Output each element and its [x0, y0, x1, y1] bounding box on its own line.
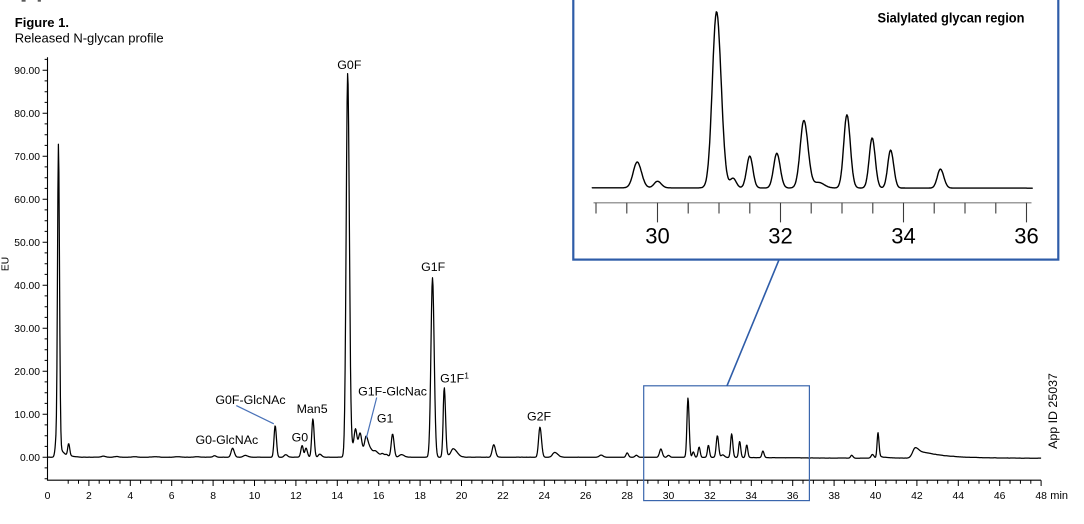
svg-text:0.00: 0.00: [20, 453, 40, 464]
svg-text:30: 30: [663, 491, 675, 502]
svg-text:EU: EU: [1, 257, 12, 271]
svg-text:18: 18: [414, 491, 426, 502]
svg-text:10: 10: [249, 491, 261, 502]
svg-text:App ID 25037: App ID 25037: [1046, 373, 1060, 449]
svg-text:G0F: G0F: [337, 58, 362, 72]
svg-text:34: 34: [746, 491, 758, 502]
svg-text:30.00: 30.00: [14, 324, 40, 335]
svg-text:46: 46: [994, 491, 1006, 502]
svg-text:44: 44: [953, 491, 965, 502]
svg-text:38: 38: [828, 491, 840, 502]
svg-text:20: 20: [456, 491, 468, 502]
svg-text:22: 22: [497, 491, 509, 502]
svg-text:32: 32: [704, 491, 716, 502]
svg-text:Figure 1.: Figure 1.: [15, 15, 69, 30]
svg-text:G0-GlcNAc: G0-GlcNAc: [196, 433, 259, 447]
svg-text:26: 26: [580, 491, 592, 502]
svg-text:Man5: Man5: [297, 402, 328, 416]
svg-text:50.00: 50.00: [14, 238, 40, 249]
svg-text:12: 12: [290, 491, 302, 502]
svg-text:Released N-glycan profile: Released N-glycan profile: [15, 30, 164, 45]
svg-text:30: 30: [645, 223, 669, 248]
svg-text:70.00: 70.00: [14, 152, 40, 163]
svg-text:32: 32: [768, 223, 792, 248]
svg-text:36: 36: [787, 491, 799, 502]
svg-text:90.00: 90.00: [14, 66, 40, 77]
svg-text:2: 2: [86, 491, 92, 502]
svg-text:min: min: [1050, 490, 1068, 502]
svg-text:40.00: 40.00: [14, 281, 40, 292]
svg-text:24: 24: [539, 491, 551, 502]
svg-text:G1F1: G1F1: [440, 370, 469, 385]
svg-text:10.00: 10.00: [14, 410, 40, 421]
svg-text:42: 42: [911, 491, 923, 502]
svg-text:8: 8: [210, 491, 216, 502]
svg-text:40: 40: [870, 491, 882, 502]
svg-text:G0: G0: [292, 430, 309, 444]
svg-text:60.00: 60.00: [14, 195, 40, 206]
svg-text:28: 28: [621, 491, 633, 502]
svg-text:6: 6: [169, 491, 175, 502]
svg-text:Sialylated glycan region: Sialylated glycan region: [878, 9, 1025, 25]
svg-text:G0F-GlcNAc: G0F-GlcNAc: [215, 393, 285, 407]
svg-text:G2F: G2F: [527, 409, 552, 423]
svg-text:0: 0: [45, 491, 51, 502]
svg-text:16: 16: [373, 491, 385, 502]
svg-text:36: 36: [1014, 223, 1038, 248]
svg-text:G1: G1: [377, 412, 394, 426]
svg-text:48: 48: [1035, 491, 1047, 502]
svg-text:G1F-GlcNac: G1F-GlcNac: [358, 385, 427, 399]
svg-text:14: 14: [332, 491, 344, 502]
svg-text:34: 34: [891, 223, 915, 248]
svg-text:4: 4: [127, 491, 133, 502]
svg-text:G1F: G1F: [421, 260, 446, 274]
svg-text:80.00: 80.00: [14, 109, 40, 120]
svg-text:20.00: 20.00: [14, 367, 40, 378]
